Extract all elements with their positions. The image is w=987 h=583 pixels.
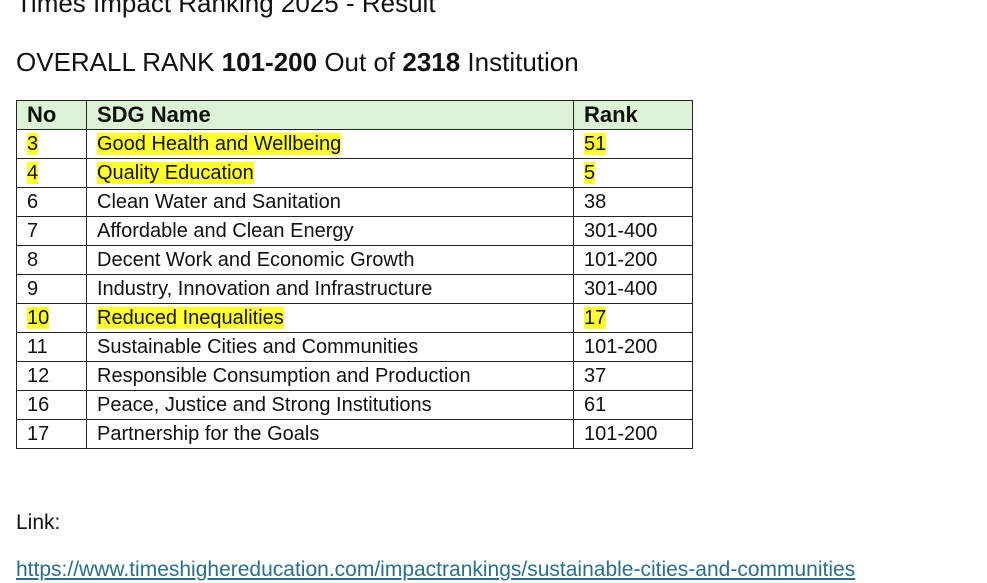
cell-no: 3: [16, 129, 87, 159]
cell-no-text: 11: [27, 336, 48, 358]
overall-rank-suffix: Institution: [460, 47, 579, 77]
cell-no-text: 8: [27, 249, 39, 271]
cell-rank: 101-200: [573, 245, 693, 275]
cell-rank-text: 101-200: [584, 423, 658, 445]
overall-rank-middle: Out of: [317, 47, 403, 77]
cell-sdg-name-text: Partnership for the Goals: [97, 423, 320, 445]
cell-rank-text: 101-200: [584, 336, 658, 358]
sdg-rank-table: No SDG Name Rank 3 Good Health and Wellbe…: [16, 100, 693, 449]
ranking-link[interactable]: https://www.timeshighereducation.com/imp…: [16, 558, 856, 581]
cell-sdg-name-text: Sustainable Cities and Communities: [97, 336, 419, 358]
cell-no-text: 12: [27, 365, 50, 387]
cell-rank-text: 61: [584, 394, 607, 416]
cell-no: 10: [16, 303, 87, 333]
cell-rank: 51: [573, 129, 693, 159]
cell-sdg-name: Good Health and Wellbeing: [86, 129, 574, 159]
cell-sdg-name-text: Quality Education: [97, 162, 254, 184]
header-rank: Rank: [573, 100, 693, 130]
cell-rank-text: 17: [584, 307, 607, 329]
table-row: 11 Sustainable Cities and Communities 101-…: [16, 332, 693, 362]
cell-sdg-name: Reduced Inequalities: [86, 303, 574, 333]
cell-no: 6: [16, 187, 87, 217]
cell-sdg-name: Decent Work and Economic Growth: [86, 245, 574, 275]
page-title: Times Impact Ranking 2025 - Result: [16, 0, 436, 18]
table-row: 17 Partnership for the Goals 101-200: [16, 419, 693, 449]
overall-rank-value: 101-200: [221, 47, 318, 77]
table-row: 12 Responsible Consumption and Production…: [16, 361, 693, 391]
cell-no-text: 4: [27, 162, 39, 184]
header-sdg-name: SDG Name: [86, 100, 574, 130]
cell-rank: 301-400: [573, 216, 693, 246]
cell-rank: 17: [573, 303, 693, 333]
cell-sdg-name: Responsible Consumption and Production: [86, 361, 574, 391]
table-row: 10 Reduced Inequalities 17: [16, 303, 693, 333]
cell-rank-text: 38: [584, 191, 607, 213]
overall-rank-total: 2318: [402, 47, 461, 77]
cell-no: 7: [16, 216, 87, 246]
cell-sdg-name-text: Good Health and Wellbeing: [97, 133, 342, 155]
cell-rank: 37: [573, 361, 693, 391]
table-row: 6 Clean Water and Sanitation 38: [16, 187, 693, 217]
cell-rank: 301-400: [573, 274, 693, 304]
cell-rank-text: 101-200: [584, 249, 658, 271]
cell-no-text: 9: [27, 278, 39, 300]
cell-sdg-name-text: Clean Water and Sanitation: [97, 191, 341, 213]
cell-rank: 38: [573, 187, 693, 217]
cell-sdg-name-text: Decent Work and Economic Growth: [97, 249, 415, 271]
link-label: Link:: [16, 511, 61, 534]
cell-no-text: 6: [27, 191, 39, 213]
cell-rank-text: 301-400: [584, 278, 658, 300]
cell-rank: 61: [573, 390, 693, 420]
cell-no: 12: [16, 361, 87, 391]
cell-sdg-name-text: Affordable and Clean Energy: [97, 220, 354, 242]
table-header-row: No SDG Name Rank: [16, 100, 693, 130]
cell-no-text: 17: [27, 423, 50, 445]
cell-rank-text: 5: [584, 162, 596, 184]
cell-no-text: 7: [27, 220, 39, 242]
cell-sdg-name: Clean Water and Sanitation: [86, 187, 574, 217]
cell-sdg-name: Partnership for the Goals: [86, 419, 574, 449]
cell-no-text: 16: [27, 394, 50, 416]
cell-sdg-name-text: Reduced Inequalities: [97, 307, 284, 329]
table-body: 3 Good Health and Wellbeing 51 4 Quality Edu…: [16, 129, 693, 449]
overall-rank-line: OVERALL RANK 101-200 Out of 2318 Institu…: [16, 46, 579, 78]
cell-sdg-name: Industry, Innovation and Infrastructure: [86, 274, 574, 304]
cell-no: 16: [16, 390, 87, 420]
cell-rank-text: 301-400: [584, 220, 658, 242]
cell-no: 11: [16, 332, 87, 362]
cell-no: 9: [16, 274, 87, 304]
cell-sdg-name: Peace, Justice and Strong Institutions: [86, 390, 574, 420]
table-row: 9 Industry, Innovation and Infrastructure…: [16, 274, 693, 304]
cell-sdg-name: Sustainable Cities and Communities: [86, 332, 574, 362]
cell-rank: 5: [573, 158, 693, 188]
cell-sdg-name: Quality Education: [86, 158, 574, 188]
cell-sdg-name-text: Industry, Innovation and Infrastructure: [97, 278, 433, 300]
table-row: 8 Decent Work and Economic Growth 101-200: [16, 245, 693, 275]
cell-rank-text: 51: [584, 133, 607, 155]
cell-no: 4: [16, 158, 87, 188]
table-row: 16 Peace, Justice and Strong Institutions…: [16, 390, 693, 420]
cell-rank-text: 37: [584, 365, 607, 387]
cell-sdg-name: Affordable and Clean Energy: [86, 216, 574, 246]
cell-rank: 101-200: [573, 332, 693, 362]
table-row: 3 Good Health and Wellbeing 51: [16, 129, 693, 159]
table-row: 7 Affordable and Clean Energy 301-400: [16, 216, 693, 246]
cell-no-text: 10: [27, 307, 50, 329]
cell-no-text: 3: [27, 133, 39, 155]
cell-sdg-name-text: Responsible Consumption and Production: [97, 365, 471, 387]
overall-rank-prefix: OVERALL RANK: [16, 47, 222, 77]
cell-sdg-name-text: Peace, Justice and Strong Institutions: [97, 394, 432, 416]
header-no: No: [16, 100, 87, 130]
cell-rank: 101-200: [573, 419, 693, 449]
cell-no: 17: [16, 419, 87, 449]
table-row: 4 Quality Education 5: [16, 158, 693, 188]
cell-no: 8: [16, 245, 87, 275]
